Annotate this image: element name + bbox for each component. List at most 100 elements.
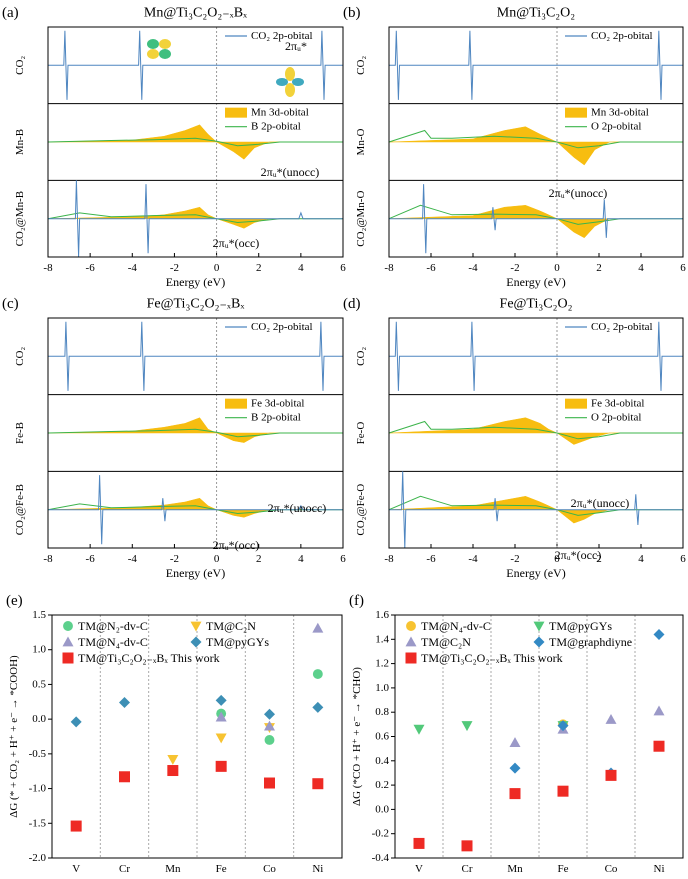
dos-line [388,204,683,225]
legend-swatch [225,398,247,409]
y-axis-label: Mn-O [355,129,367,156]
legend-label: TM@C₂N [421,635,471,649]
dos-line [47,503,343,515]
marker [605,769,617,781]
x-tick-label: -4 [128,262,138,274]
orbital-icon [276,67,304,97]
x-tick-label: -6 [86,262,96,274]
annotation: 2πᵤ*(unocc) [268,501,327,515]
x-tick-label: 6 [340,262,346,274]
y-tick-label: -0.4 [372,852,390,864]
legend-swatch [565,398,587,409]
marker [312,778,324,790]
x-tick-label: 4 [298,553,304,565]
annotation: 2πᵤ*(unocc) [571,496,630,510]
annotation: 2πᵤ*(unocc) [549,186,608,200]
marker [70,716,82,728]
legend-label: CO₂ 2p-obital [251,321,313,333]
panel-label: (f) [349,593,364,609]
marker [215,760,227,772]
x-tick-label: 6 [340,553,346,565]
legend-marker [405,636,417,647]
legend-marker [190,621,202,632]
legend-marker [533,621,545,632]
y-tick-label: 0.8 [375,706,389,718]
x-axis-label: Energy (eV) [506,275,565,289]
y-tick-label: 0.0 [32,713,46,725]
y-axis-label: CO₂@Fe-B [14,484,26,535]
x-tick-label: -8 [43,553,53,565]
dos-line [48,30,343,100]
legend-label: Mn 3d-obital [591,107,649,119]
marker [119,696,130,708]
dos-line [389,321,683,391]
legend-label: CO₂ 2p-obital [251,30,313,42]
chart-title: Mn@Ti₃C₂O₂ [497,6,576,21]
legend-label: B 2p-obital [251,121,301,133]
legend-marker [63,621,73,631]
annotation: 2πᵤ*(occ) [213,236,260,250]
x-tick-label: -6 [86,553,96,565]
dos-line [47,428,343,438]
marker [413,837,425,849]
panel-label: (a) [2,5,19,21]
y-axis-label: Mn-B [14,129,26,155]
marker [461,840,473,852]
dos-line [388,129,683,149]
x-tick-label: 4 [298,262,304,274]
legend-label: TM@pyGYs [206,635,269,649]
x-tick-label: -4 [468,553,478,565]
panel-label: (d) [343,296,361,312]
marker [653,740,665,752]
x-tick-label: Fe [558,863,569,875]
marker [509,737,521,747]
plot-frame [394,614,684,859]
marker [653,705,665,716]
y-tick-label: 0.6 [375,731,389,743]
x-tick-label: Fe [216,863,227,875]
x-tick-label: 6 [680,553,686,565]
y-axis-label: ΔG (*CO + H⁺ + e⁻ → *CHO) [351,667,363,806]
dos-area [47,417,343,443]
legend-label: B 2p-obital [251,412,301,424]
legend-label: Fe 3d-obital [251,398,304,410]
x-tick-label: 2 [256,553,262,565]
x-axis-label: Energy (eV) [506,566,565,580]
x-tick-label: 0 [214,553,220,565]
dos-line [48,180,343,258]
legend-swatch [565,107,587,118]
legend-label: TM@graphdiyne [549,635,632,649]
x-tick-label: -8 [384,262,394,274]
dos-line [389,471,683,549]
y-tick-label: 0.0 [375,803,389,815]
chart-title: Fe@Ti₃C₂O₂₋ₓBₓ [147,297,246,312]
chart-title: Fe@Ti₃C₂O₂ [500,297,573,312]
marker [119,771,130,783]
marker [70,820,82,832]
x-tick-label: -2 [170,553,179,565]
y-tick-label: 1.0 [375,682,389,694]
panel-label: (b) [343,5,361,21]
legend-label: Mn 3d-obital [251,107,309,119]
annotation: 2πᵤ*(unocc) [261,165,320,179]
marker [312,622,324,633]
legend-label: TM@Ti₃C₂O₂₋ₓBₓ This work [78,651,220,665]
dos-line [48,321,343,391]
marker [215,711,227,722]
x-tick-label: -8 [43,262,53,274]
legend-label: TM@pyGYs [549,619,612,633]
x-tick-label: 0 [554,553,560,565]
x-tick-label: Ni [312,863,323,875]
marker [509,788,521,800]
x-tick-label: Cr [462,863,473,875]
x-tick-label: 4 [638,262,644,274]
y-tick-label: 1.0 [32,644,46,656]
plot-frame [47,26,344,258]
chart-title: Mn@Ti₃C₂O₂₋ₓBₓ [144,6,248,21]
marker [312,701,324,713]
x-axis-label: Energy (eV) [166,566,225,580]
y-axis-label: CO₂@Fe-O [355,484,367,536]
marker [461,721,473,732]
x-tick-label: Co [605,863,618,875]
